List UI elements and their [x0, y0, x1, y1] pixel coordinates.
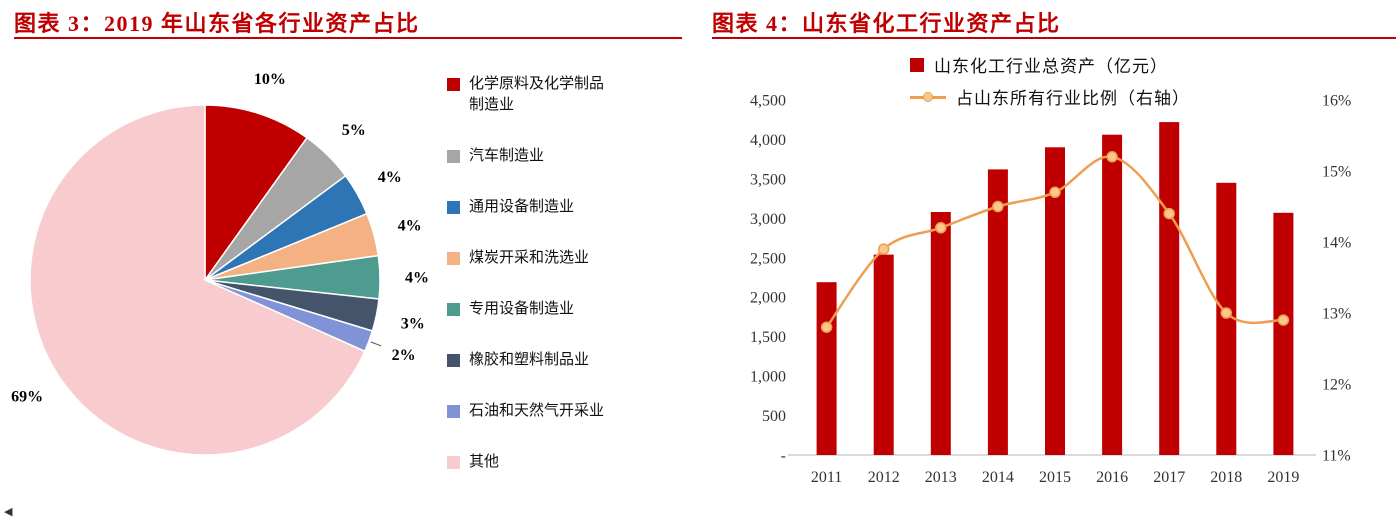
figure3-title: 图表 3：2019 年山东省各行业资产占比 [14, 11, 420, 36]
x-axis-tick-label: 2012 [868, 469, 900, 486]
pie-legend-item: 汽车制造业 [447, 146, 611, 167]
line-series-swatch [910, 90, 947, 104]
bar-2016 [1102, 134, 1123, 455]
ratio-line-marker-2015 [1049, 186, 1061, 199]
left-axis-tick-label: 1,500 [750, 329, 786, 346]
pie-legend-label: 专用设备制造业 [469, 301, 575, 317]
pie-legend-label: 其他 [469, 454, 500, 470]
line-swatch-marker-icon [923, 91, 934, 102]
x-axis-tick-label: 2011 [811, 469, 842, 486]
left-axis-tick-label: 4,000 [750, 132, 786, 149]
left-axis-tick-label: 2,500 [750, 250, 786, 267]
pie-legend-swatch-icon [447, 201, 460, 214]
figure4-title: 图表 4：山东省化工行业资产占比 [712, 11, 1061, 36]
pie-slice-value: 4% [405, 270, 429, 287]
right-axis-tick-label: 15% [1322, 164, 1351, 181]
line-series-label: 占山东所有行业比例（右轴） [956, 89, 1191, 108]
pie-legend-item: 煤炭开采和洗选业 [447, 248, 611, 269]
bar-2017 [1159, 122, 1180, 455]
pie-slice-value: 5% [342, 122, 366, 139]
right-axis-tick-label: 14% [1322, 235, 1351, 252]
right-axis-tick-label: 12% [1322, 377, 1351, 394]
left-axis-tick-label: 4,500 [750, 93, 786, 110]
left-axis-tick-label: 500 [762, 408, 786, 425]
pie-slice-value: 3% [401, 316, 425, 333]
pie-slice-value: 2% [392, 347, 416, 364]
figure4-title-rule [712, 37, 1396, 39]
x-axis-tick-label: 2018 [1210, 469, 1242, 486]
pie-slice-7 [29, 104, 366, 456]
figure3-panel: 图表 3：2019 年山东省各行业资产占比 10% 5% 4% 4% 4% 3% 2% 69%… [0, 0, 690, 520]
combo-chart: - 500 1,000 1,500 2,000 2,500 3,000 3,500 4,000 4… [750, 93, 1351, 487]
right-axis-tick-label: 16% [1322, 93, 1351, 110]
pie-legend-swatch-icon [447, 405, 460, 418]
left-axis-tick-label: - [781, 448, 786, 465]
left-axis-tick-label: 1,000 [750, 369, 786, 386]
pie-legend-swatch-icon [447, 150, 460, 163]
pie-legend-item: 其他 [447, 452, 611, 473]
pie-legend-swatch-icon [447, 303, 460, 316]
legend-row-bar-series: 山东化工行业总资产（亿元） [910, 52, 1190, 77]
figure4-panel: 图表 4：山东省化工行业资产占比 山东化工行业总资产（亿元） 占山东所有行业比例… [690, 0, 1396, 520]
pie-legend-swatch-icon [447, 252, 460, 265]
pie-legend-item: 专用设备制造业 [447, 299, 611, 320]
ratio-line-marker-2013 [935, 222, 947, 234]
bar-series-label: 山东化工行业总资产（亿元） [934, 57, 1169, 76]
pie-legend: 化学原料及化学制品制造业汽车制造业通用设备制造业 煤炭开采和洗选业 专用设备制造业橡… [447, 74, 611, 473]
pie-legend-item: 石油和天然气开采业 [447, 401, 611, 422]
combo-chart-legend: 山东化工行业总资产（亿元） 占山东所有行业比例（右轴） [910, 52, 1190, 109]
pie-slice-value: 69% [11, 388, 43, 405]
bar-series-swatch [910, 57, 925, 72]
x-axis-tick-label: 2017 [1153, 469, 1185, 486]
bar-2019 [1273, 212, 1294, 455]
bar-2013 [930, 212, 951, 455]
ratio-line-marker-2017 [1163, 207, 1175, 220]
left-axis-tick-label: 2,000 [750, 290, 786, 307]
x-axis-tick-label: 2015 [1039, 469, 1071, 486]
pie-slice-value: 4% [378, 169, 402, 186]
ratio-line-marker-2014 [992, 200, 1004, 213]
pie-legend-label: 煤炭开采和洗选业 [469, 250, 590, 266]
pie-legend-item: 橡胶和塑料制品业 [447, 350, 611, 371]
right-axis-tick-label: 11% [1322, 448, 1351, 465]
pie-legend-label: 汽车制造业 [469, 148, 545, 164]
pie-legend-label: 橡胶和塑料制品业 [469, 352, 590, 368]
pie-slice-0 [204, 104, 309, 283]
pie-legend-label: 石油和天然气开采业 [469, 403, 605, 419]
ratio-line [825, 155, 1285, 329]
right-axis-tick-label: 13% [1322, 306, 1351, 323]
figure3-title-rule [14, 37, 682, 39]
x-axis-tick-label: 2014 [982, 469, 1014, 486]
legend-row-line-series: 占山东所有行业比例（右轴） [910, 84, 1190, 109]
ratio-line-marker-2016 [1106, 151, 1118, 163]
ratio-line-marker-2011 [820, 321, 833, 333]
bar-2015 [1045, 147, 1065, 456]
bar-2018 [1216, 182, 1237, 456]
pie-legend-label: 通用设备制造业 [469, 199, 575, 215]
bar-2012 [873, 254, 894, 455]
ratio-line-marker-2019 [1277, 314, 1290, 326]
pie-legend-label: 化学原料及化学制品制造业 [469, 76, 605, 113]
bar-2011 [816, 282, 837, 455]
left-axis-tick-label: 3,500 [750, 171, 786, 188]
x-axis-tick-label: 2016 [1096, 469, 1128, 486]
pie-slice-value: 4% [398, 218, 422, 235]
ratio-line-marker-2012 [877, 243, 890, 255]
pie-legend-swatch-icon [447, 456, 460, 469]
ratio-line-marker-2018 [1220, 307, 1233, 319]
pie-label-leader [370, 341, 382, 347]
pie-chart: 10% 5% 4% 4% 4% 3% 2% 69% [11, 71, 429, 456]
x-axis-tick-label: 2013 [925, 469, 957, 486]
pie-legend-swatch-icon [447, 78, 460, 91]
pie-legend-item: 化学原料及化学制品制造业 [447, 74, 611, 116]
left-axis-tick-label: 3,000 [750, 211, 786, 228]
scroll-left-arrow: ◀ [4, 506, 13, 518]
pie-legend-item: 通用设备制造业 [447, 197, 611, 218]
pie-legend-swatch-icon [447, 354, 460, 367]
bar-2014 [987, 169, 1008, 455]
x-axis-tick-label: 2019 [1267, 469, 1299, 486]
pie-slice-value: 10% [254, 71, 286, 88]
